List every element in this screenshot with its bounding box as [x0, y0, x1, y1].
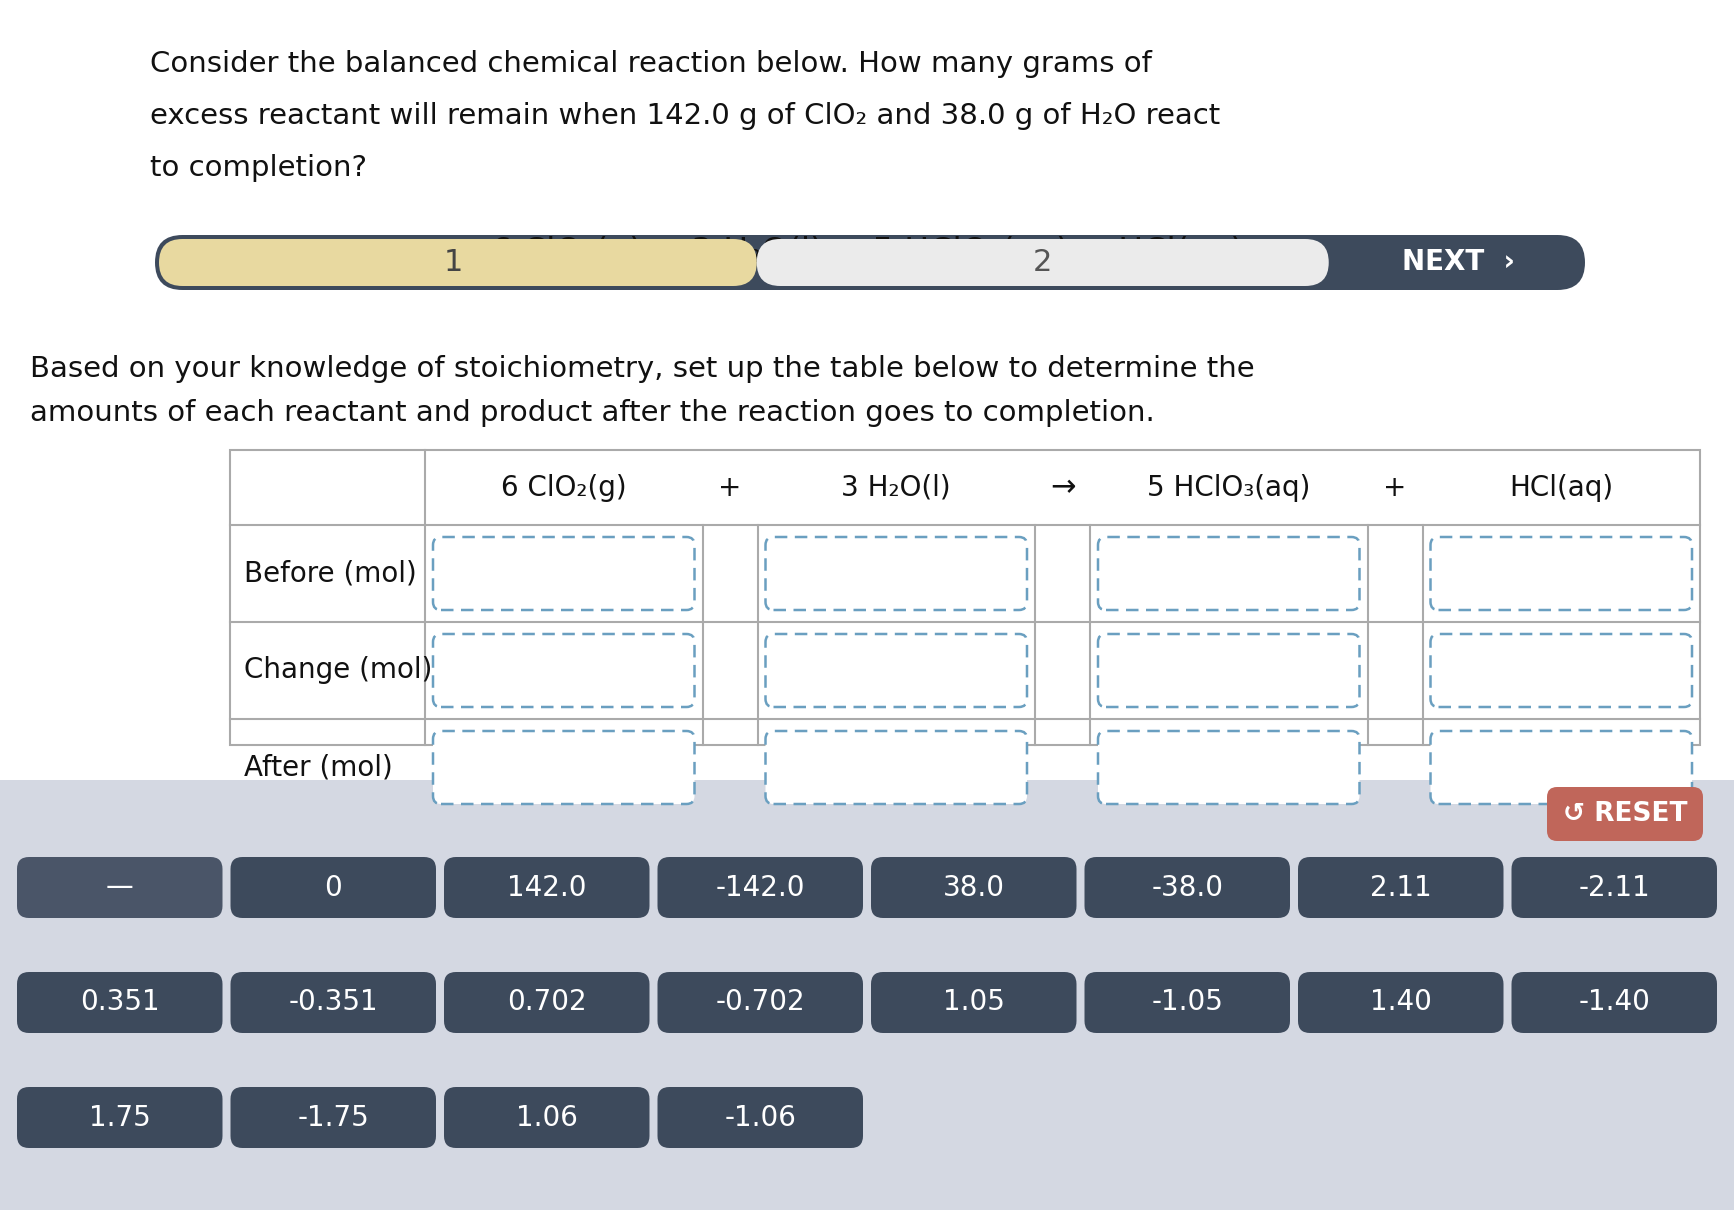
Text: Before (mol): Before (mol)	[244, 559, 416, 588]
Text: excess reactant will remain when 142.0 g of ClO₂ and 38.0 g of H₂O react: excess reactant will remain when 142.0 g…	[151, 102, 1221, 129]
Text: 2: 2	[1033, 248, 1053, 277]
Text: 6 ClO₂(g) + 3 H₂O(l) → 5 HClO₃(aq) + HCl(aq): 6 ClO₂(g) + 3 H₂O(l) → 5 HClO₃(aq) + HCl…	[491, 236, 1243, 269]
Bar	[0, 0, 1734, 780]
Text: 3 H₂O(l): 3 H₂O(l)	[841, 473, 950, 501]
FancyBboxPatch shape	[17, 857, 222, 918]
FancyBboxPatch shape	[1084, 857, 1290, 918]
FancyBboxPatch shape	[1098, 731, 1359, 803]
FancyBboxPatch shape	[160, 240, 756, 286]
Text: -0.351: -0.351	[288, 989, 378, 1016]
Text: 142.0: 142.0	[506, 874, 586, 901]
FancyBboxPatch shape	[444, 972, 650, 1033]
Text: Consider the balanced chemical reaction below. How many grams of: Consider the balanced chemical reaction …	[151, 50, 1151, 77]
FancyBboxPatch shape	[1299, 857, 1503, 918]
FancyBboxPatch shape	[1084, 972, 1290, 1033]
FancyBboxPatch shape	[434, 731, 695, 803]
Text: —: —	[106, 874, 134, 901]
Text: NEXT  ›: NEXT ›	[1403, 248, 1516, 277]
Bar	[231, 450, 1699, 745]
Text: 5 HClO₃(aq): 5 HClO₃(aq)	[1148, 473, 1311, 501]
FancyBboxPatch shape	[1431, 537, 1692, 610]
FancyBboxPatch shape	[1098, 537, 1359, 610]
FancyBboxPatch shape	[434, 537, 695, 610]
FancyBboxPatch shape	[1098, 634, 1359, 707]
FancyBboxPatch shape	[657, 857, 864, 918]
Text: -2.11: -2.11	[1578, 874, 1651, 901]
Text: 38.0: 38.0	[943, 874, 1004, 901]
Text: 0.702: 0.702	[506, 989, 586, 1016]
FancyBboxPatch shape	[756, 240, 1328, 286]
Text: to completion?: to completion?	[151, 154, 368, 182]
FancyBboxPatch shape	[231, 972, 435, 1033]
Text: →: →	[1049, 473, 1075, 502]
FancyBboxPatch shape	[870, 857, 1077, 918]
Text: 1: 1	[444, 248, 463, 277]
Text: After (mol): After (mol)	[244, 754, 392, 782]
FancyBboxPatch shape	[657, 1087, 864, 1148]
FancyBboxPatch shape	[870, 972, 1077, 1033]
Text: 0: 0	[324, 874, 342, 901]
FancyBboxPatch shape	[444, 857, 650, 918]
FancyBboxPatch shape	[231, 857, 435, 918]
FancyBboxPatch shape	[1547, 786, 1703, 841]
FancyBboxPatch shape	[17, 972, 222, 1033]
Text: 1.05: 1.05	[943, 989, 1004, 1016]
FancyBboxPatch shape	[1431, 731, 1692, 803]
Text: ↺ RESET: ↺ RESET	[1562, 801, 1687, 826]
Text: -38.0: -38.0	[1151, 874, 1222, 901]
Text: -142.0: -142.0	[716, 874, 805, 901]
Text: -1.40: -1.40	[1578, 989, 1651, 1016]
Text: 1.40: 1.40	[1370, 989, 1432, 1016]
FancyBboxPatch shape	[1512, 972, 1717, 1033]
FancyBboxPatch shape	[1512, 857, 1717, 918]
FancyBboxPatch shape	[444, 1087, 650, 1148]
Text: 0.351: 0.351	[80, 989, 160, 1016]
Text: 6 ClO₂(g): 6 ClO₂(g)	[501, 473, 626, 501]
Text: -0.702: -0.702	[716, 989, 805, 1016]
FancyBboxPatch shape	[231, 1087, 435, 1148]
FancyBboxPatch shape	[17, 1087, 222, 1148]
Text: -1.75: -1.75	[297, 1104, 369, 1131]
Text: +: +	[1384, 473, 1406, 501]
Bar	[0, 780, 1734, 1210]
Text: 1.06: 1.06	[515, 1104, 577, 1131]
Text: Based on your knowledge of stoichiometry, set up the table below to determine th: Based on your knowledge of stoichiometry…	[29, 355, 1255, 384]
FancyBboxPatch shape	[765, 537, 1027, 610]
FancyBboxPatch shape	[434, 634, 695, 707]
FancyBboxPatch shape	[765, 731, 1027, 803]
Text: +: +	[718, 473, 742, 501]
Text: Change (mol): Change (mol)	[244, 657, 432, 685]
Text: 1.75: 1.75	[88, 1104, 151, 1131]
Text: -1.05: -1.05	[1151, 989, 1222, 1016]
Text: amounts of each reactant and product after the reaction goes to completion.: amounts of each reactant and product aft…	[29, 399, 1155, 427]
FancyBboxPatch shape	[765, 634, 1027, 707]
FancyBboxPatch shape	[154, 235, 1585, 290]
FancyBboxPatch shape	[657, 972, 864, 1033]
Text: HCl(aq): HCl(aq)	[1509, 473, 1613, 501]
Text: 2.11: 2.11	[1370, 874, 1432, 901]
Text: -1.06: -1.06	[725, 1104, 796, 1131]
FancyBboxPatch shape	[1299, 972, 1503, 1033]
FancyBboxPatch shape	[1431, 634, 1692, 707]
